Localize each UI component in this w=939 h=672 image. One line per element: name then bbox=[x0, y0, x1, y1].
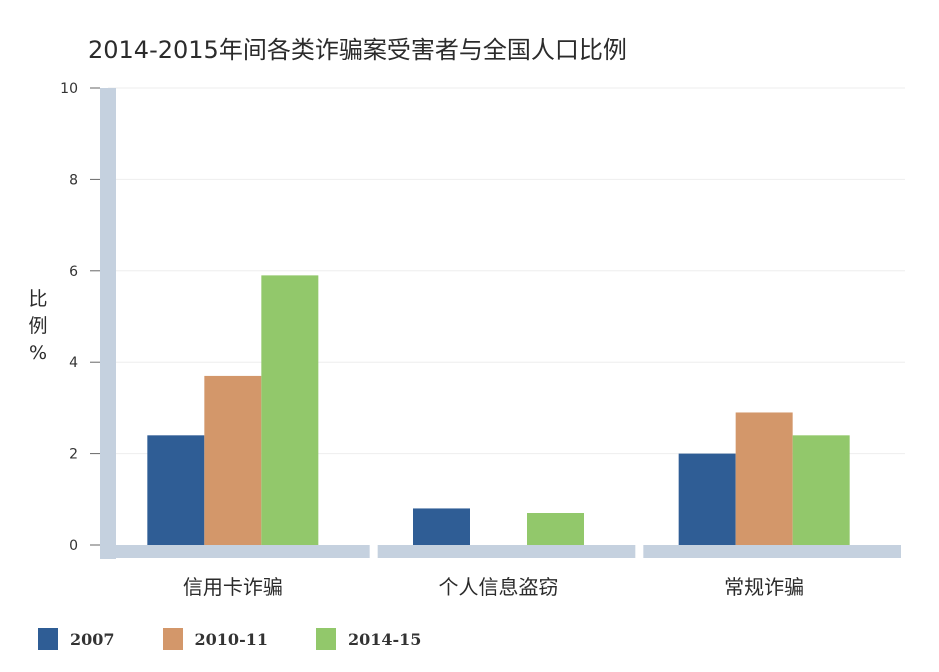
legend-label-2014-15: 2014-15 bbox=[347, 629, 422, 649]
x-tick-label: 信用卡诈骗 bbox=[183, 575, 283, 599]
y-tick-label: 6 bbox=[69, 264, 78, 280]
legend-swatch-2010-11 bbox=[162, 628, 183, 650]
legend-label-2010-11: 2010-11 bbox=[194, 629, 268, 649]
legend-item-2014-15: 2014-15 bbox=[315, 628, 422, 650]
bar-2010-11-1 bbox=[204, 375, 262, 545]
chart-title: 2014-2015年间各类诈骗案受害者与全国人口比例 bbox=[88, 36, 627, 64]
bar-2014-15-1 bbox=[261, 275, 319, 545]
x-axis-segment bbox=[116, 545, 370, 558]
legend-item-2007: 2007 bbox=[38, 628, 115, 650]
y-tick-label: 2 bbox=[69, 447, 78, 463]
x-axis-segment bbox=[377, 545, 636, 558]
y-axis-label: 比例% bbox=[28, 288, 47, 364]
y-tick-label: 0 bbox=[69, 538, 78, 554]
y-tick-label: 10 bbox=[60, 81, 78, 97]
x-axis-segment bbox=[643, 545, 901, 558]
x-tick-label: 常规诈骗 bbox=[724, 575, 804, 599]
bar-2007-1 bbox=[147, 435, 205, 545]
x-tick-label: 个人信息盗窃 bbox=[439, 575, 559, 599]
bar-2007-3 bbox=[678, 453, 736, 545]
legend-item-2010-11: 2010-11 bbox=[162, 628, 268, 650]
bar-2014-15-2 bbox=[527, 513, 584, 545]
bar-2007-2 bbox=[413, 508, 470, 545]
bar-2010-11-3 bbox=[735, 412, 793, 545]
y-tick-label: 8 bbox=[69, 172, 78, 188]
legend-label-2007: 2007 bbox=[70, 629, 115, 649]
legend-swatch-2014-15 bbox=[315, 628, 336, 650]
legend-swatch-2007 bbox=[38, 628, 58, 650]
y-tick-label: 4 bbox=[69, 355, 78, 371]
bar-2014-15-3 bbox=[792, 435, 850, 545]
legend: 2007 2010-11 2014-15 bbox=[38, 628, 469, 650]
y-axis bbox=[100, 88, 116, 559]
